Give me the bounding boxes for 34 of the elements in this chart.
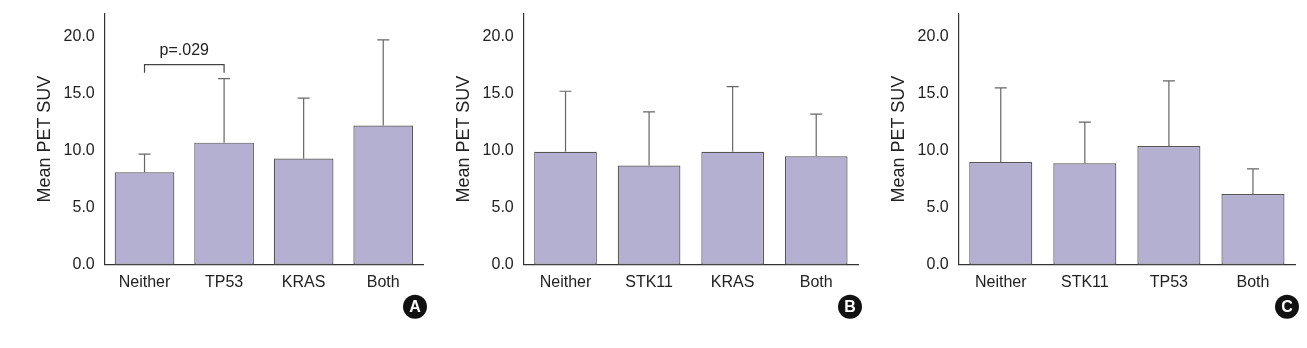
x-tick-label: Both [366, 272, 400, 290]
y-tick-label: 20.0 [63, 26, 95, 44]
y-tick-label: 5.0 [926, 198, 949, 216]
y-tick-label: 5.0 [491, 198, 514, 216]
y-tick-label: 20.0 [917, 26, 949, 44]
x-tick-label: KRAS [281, 272, 326, 290]
y-tick-label: 10.0 [917, 141, 949, 159]
x-tick-label: STK11 [625, 272, 674, 290]
x-tick-label: Neither [539, 272, 592, 290]
text: A [409, 298, 422, 316]
y-tick-label: 0.0 [491, 255, 514, 273]
x-tick-label: Neither [118, 272, 171, 290]
y-tick-label: 15.0 [482, 83, 514, 101]
y-tick-label: 0.0 [926, 255, 949, 273]
x-tick-label: Neither [974, 272, 1028, 290]
y-axis-title: Mean PET SUV [33, 75, 54, 203]
y-tick-label: 0.0 [72, 255, 95, 273]
y-tick-label: 20.0 [482, 26, 514, 44]
text: C [1281, 298, 1294, 316]
x-tick-label: TP53 [204, 272, 244, 290]
y-tick-label: 15.0 [63, 83, 95, 101]
y-axis-title: Mean PET SUV [887, 75, 908, 203]
x-tick-label: Both [799, 272, 833, 290]
x-tick-label: STK11 [1060, 272, 1109, 290]
y-tick-label: 10.0 [63, 141, 95, 159]
x-tick-label: Both [1236, 272, 1270, 290]
x-tick-label: TP53 [1149, 272, 1189, 290]
x-tick-label: KRAS [710, 272, 755, 290]
y-tick-label: 15.0 [917, 83, 949, 101]
annotation: p=.029 [159, 41, 210, 59]
y-tick-label: 10.0 [482, 141, 514, 159]
y-tick-label: 5.0 [72, 198, 95, 216]
text: B [844, 298, 856, 316]
y-axis-title: Mean PET SUV [452, 75, 473, 203]
